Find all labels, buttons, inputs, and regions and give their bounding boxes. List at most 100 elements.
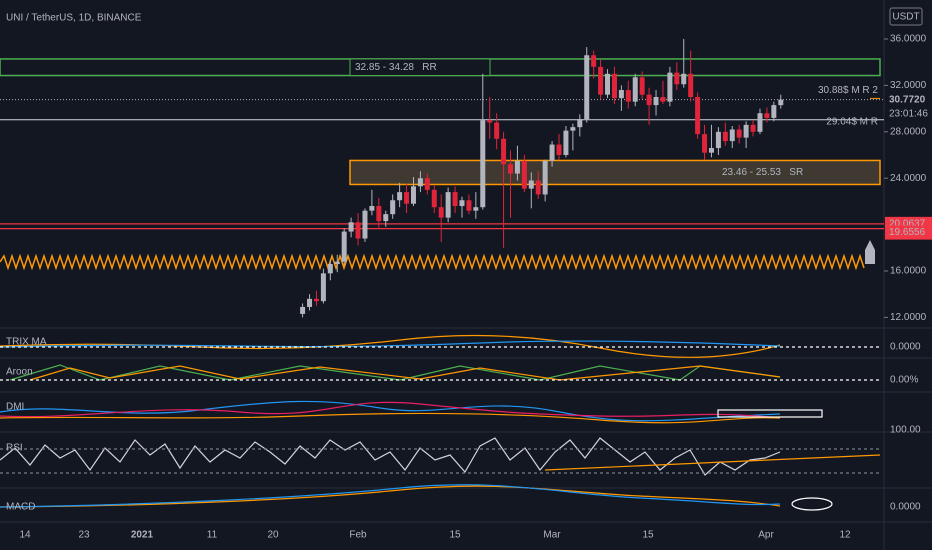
candle-body [334, 261, 340, 265]
candle-body [646, 94, 652, 106]
candle-body [598, 66, 604, 95]
macd-line [0, 484, 781, 508]
candle-body [320, 273, 326, 302]
candle-body [431, 189, 437, 208]
macd-circle [791, 497, 833, 511]
dmi-box [717, 409, 823, 418]
pane-separators [0, 327, 932, 523]
candle-body [535, 180, 541, 195]
candle-body [376, 206, 382, 222]
candle-body [702, 134, 708, 153]
candle-body [494, 122, 500, 139]
rocket-icon [865, 240, 875, 264]
trix-ma [0, 340, 781, 348]
candle-body [750, 124, 756, 132]
zone-label: 32.85 - 34.28 RR [355, 62, 437, 73]
candle-body [653, 97, 659, 106]
candle-body [390, 200, 396, 215]
candle-body [501, 138, 507, 165]
symbol-title: UNI / TetherUS, 1D, BINANCE [6, 13, 142, 24]
candle-body [487, 120, 493, 123]
candle-body [660, 97, 666, 102]
level-badge [885, 225, 932, 240]
candle-body [480, 120, 486, 208]
dmi-plus [0, 400, 781, 422]
candle-body [307, 298, 313, 307]
candle-body [605, 73, 611, 95]
candle-body [459, 200, 465, 207]
candle-body [369, 206, 375, 211]
date-label: 15 [642, 530, 654, 541]
last-price-label: 30.7720 [889, 94, 926, 105]
date-label: 14 [19, 530, 31, 541]
indicator-value: 0.00% [890, 375, 918, 386]
candle-body [514, 160, 520, 174]
indicator-value: 100.00 [890, 425, 921, 436]
candle-body [466, 200, 472, 211]
candle-body [667, 72, 673, 102]
candle-body [508, 164, 513, 174]
price-tick-label: 12.0000 [890, 312, 927, 323]
candle-body [383, 214, 389, 222]
candle-body [757, 113, 763, 132]
candle-body [313, 298, 319, 302]
candle-body [549, 144, 555, 161]
candle-body [591, 55, 597, 67]
candle-body [771, 105, 777, 118]
currency: USDT [892, 12, 919, 23]
date-label: 11 [207, 530, 218, 541]
candle-body [528, 180, 534, 189]
candle-body [473, 207, 479, 211]
candle-body [618, 90, 624, 99]
price-tick-label: 24.0000 [890, 173, 927, 184]
candle-body [584, 55, 590, 120]
price-tick-label: 36.0000 [890, 34, 927, 45]
candle-body [639, 77, 645, 95]
candle-body [438, 207, 444, 218]
dmi-minus [0, 401, 781, 419]
candle-body [452, 192, 458, 207]
macd-signal [0, 485, 781, 508]
price-tick-label: 16.0000 [890, 266, 927, 277]
candle-body [743, 124, 749, 138]
date-label: 2021 [131, 530, 154, 541]
candle-body [521, 160, 527, 189]
last-price-badge [885, 92, 932, 121]
level-badge-label: 20.0637 [889, 219, 926, 230]
candle-body [695, 97, 701, 135]
price-tick-label: 28.0000 [890, 126, 927, 137]
candle-body [729, 129, 735, 142]
date-label: Apr [758, 530, 774, 541]
candle-body [688, 73, 694, 97]
date-label: 20 [267, 530, 279, 541]
date-label: 15 [449, 530, 461, 541]
date-label: Mar [543, 530, 561, 541]
candle-body [715, 131, 721, 149]
candle-body [397, 192, 403, 201]
date-label: Feb [349, 530, 367, 541]
indicator-name: RSI [6, 443, 23, 454]
candle-body [404, 192, 410, 204]
date-label: 12 [839, 530, 851, 541]
mr-label: 29.04$ M R [826, 116, 878, 127]
candle-body [410, 186, 416, 204]
candle-body [556, 144, 562, 155]
candle-body [348, 222, 354, 232]
candle-body [445, 192, 451, 218]
candle-body [577, 119, 583, 128]
candle-body [708, 148, 714, 153]
candle-body [736, 129, 742, 138]
currency-box [889, 7, 923, 26]
indicator-name: MACD [6, 502, 35, 513]
candle-body [417, 178, 423, 187]
candle-body [300, 306, 306, 314]
candle-body [722, 131, 728, 142]
indicator-value: 0.0000 [890, 502, 921, 513]
candle-body [563, 130, 569, 155]
candle-body [611, 73, 617, 99]
candle-body [327, 264, 333, 274]
candle-body [362, 210, 368, 239]
